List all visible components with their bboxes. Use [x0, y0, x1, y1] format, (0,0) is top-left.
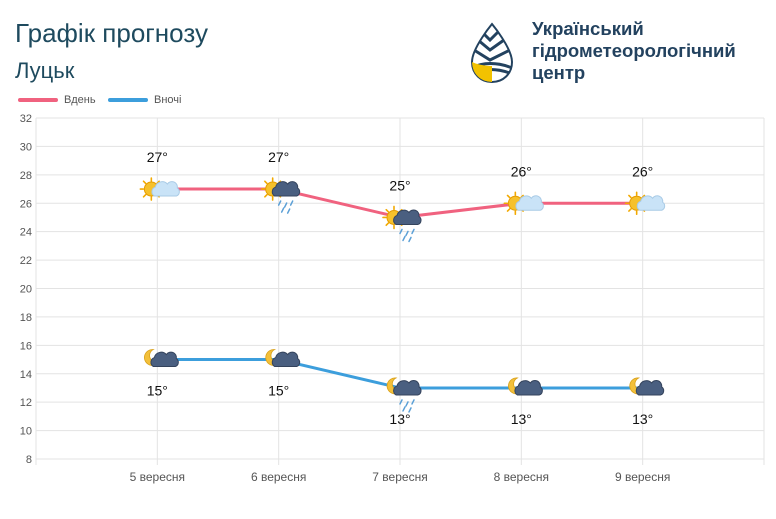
rain-drop	[402, 406, 406, 412]
city-name: Луцьк	[15, 58, 75, 83]
droplet-logo-icon	[470, 22, 514, 84]
legend-label-day: Вдень	[64, 94, 96, 106]
cloud-shape	[636, 195, 666, 211]
x-tick-label: 5 вересня	[130, 470, 185, 484]
night-data-label: 13°	[632, 411, 653, 427]
x-tick-label: 8 вересня	[494, 470, 549, 484]
sun-ray	[264, 193, 268, 198]
rain-drop	[399, 399, 403, 405]
y-tick-label: 16	[20, 340, 32, 352]
cloud-shape	[393, 209, 422, 225]
rain-drop	[289, 200, 294, 206]
rain-drop	[286, 208, 291, 214]
y-tick-label: 14	[20, 369, 32, 381]
day-data-label: 25°	[389, 177, 410, 193]
sun-cloudy-icon	[503, 191, 544, 216]
x-tick-label: 6 вересня	[251, 470, 306, 484]
rain-drop	[283, 202, 288, 208]
cloud-shape	[150, 351, 179, 368]
legend-swatch-day	[18, 98, 58, 103]
legend-item-day[interactable]: Вдень	[18, 94, 96, 106]
legend-item-night[interactable]: Вночі	[108, 94, 181, 106]
rain-drop	[402, 235, 406, 242]
y-tick-label: 24	[20, 227, 32, 239]
sun-ray	[142, 180, 147, 185]
x-tick-label: 9 вересня	[615, 470, 670, 484]
night-data-label: 13°	[511, 411, 532, 427]
sun-ray	[142, 193, 147, 198]
org-name-line-3: центр	[532, 62, 586, 83]
y-tick-label: 12	[20, 397, 32, 409]
rain-drop	[277, 200, 282, 206]
y-tick-label: 32	[20, 113, 32, 125]
y-tick-label: 22	[20, 255, 32, 267]
cloud-shape	[635, 380, 665, 396]
night-data-label: 15°	[147, 383, 168, 399]
org-name: Український гідрометеорологічний центр	[532, 18, 736, 84]
legend-label-night: Вночі	[154, 94, 182, 106]
rain-drop	[411, 228, 415, 235]
org-name-line-2: гідрометеорологічний	[532, 40, 736, 61]
rain-drop	[405, 401, 409, 407]
cloud-shape	[271, 181, 301, 197]
day-data-label: 27°	[268, 149, 289, 165]
y-tick-label: 30	[20, 141, 32, 153]
sun-ray	[385, 208, 390, 213]
sun-cloud-rain-icon	[382, 205, 422, 243]
y-tick-label: 26	[20, 198, 32, 210]
y-tick-label: 18	[20, 312, 32, 324]
moon-cloud-icon	[265, 349, 301, 368]
night-data-label: 13°	[389, 411, 410, 427]
moon-cloud-icon	[144, 349, 179, 368]
ugmc-logo	[468, 22, 516, 84]
day-data-label: 26°	[511, 163, 532, 179]
sun-cloudy-icon	[624, 191, 666, 216]
night-data-label: 15°	[268, 383, 289, 399]
x-tick-label: 7 вересня	[372, 470, 427, 484]
rain-drop	[405, 230, 409, 237]
sun-ray	[385, 222, 390, 227]
rain-drop	[411, 399, 415, 405]
moon-cloud-icon	[629, 377, 665, 396]
cloud-shape	[393, 380, 422, 396]
y-tick-label: 28	[20, 170, 32, 182]
rain-drop	[280, 207, 285, 213]
chart-title: Графік прогнозу	[15, 18, 208, 48]
day-data-label: 27°	[147, 149, 168, 165]
sun-ray	[628, 208, 632, 212]
y-tick-label: 20	[20, 284, 32, 296]
cloud-shape	[151, 181, 180, 197]
sun-partly-cloudy-icon	[139, 177, 180, 201]
legend-swatch-night	[108, 98, 148, 103]
y-tick-label: 10	[20, 426, 32, 438]
day-data-label: 26°	[632, 163, 653, 179]
rain-drop	[408, 407, 412, 413]
moon-cloud-icon	[508, 377, 543, 396]
cloud-shape	[271, 351, 301, 368]
org-name-line-1: Український	[532, 18, 644, 39]
cloud-shape	[514, 380, 543, 396]
rain-drop	[399, 228, 403, 235]
rain-drop	[408, 236, 412, 243]
sun-cloud-rain-icon	[260, 177, 301, 214]
cloud-shape	[515, 195, 544, 211]
sun-ray	[628, 194, 632, 199]
y-tick-label: 8	[26, 454, 32, 466]
sun-ray	[264, 180, 268, 185]
moon-cloud-rain-icon	[386, 377, 422, 413]
sun-ray	[506, 194, 511, 199]
sun-ray	[506, 208, 511, 212]
